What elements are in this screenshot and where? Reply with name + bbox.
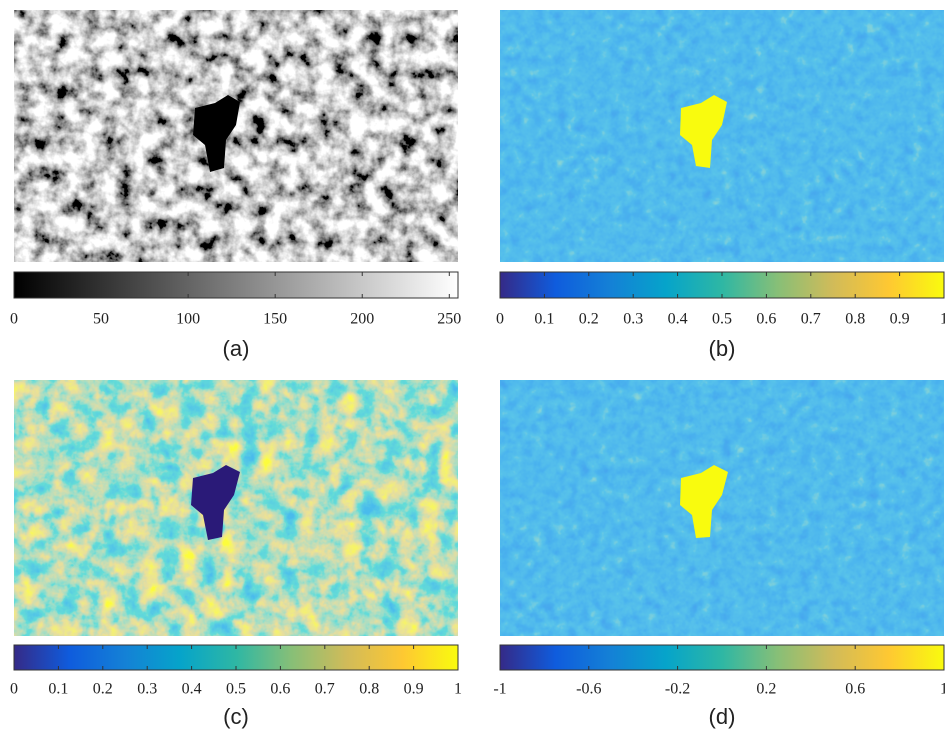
panel-caption: (a) bbox=[223, 336, 250, 361]
colorbar-tick-label: 0.9 bbox=[890, 311, 910, 328]
colorbar-tick-label: 0 bbox=[10, 681, 18, 698]
colorbar-tick-label: 0.2 bbox=[579, 311, 599, 328]
colorbar-tick-label: 0.8 bbox=[359, 681, 379, 698]
colorbar bbox=[500, 645, 944, 670]
colorbar-tick-label: 1 bbox=[940, 681, 945, 698]
colorbar-tick-label: 0.8 bbox=[845, 311, 865, 328]
colorbar-tick-label: 1 bbox=[454, 681, 462, 698]
colorbar-tick-label: 0.3 bbox=[137, 681, 157, 698]
colorbar-tick-label: 1 bbox=[940, 311, 945, 328]
colorbar-tick-label: 50 bbox=[93, 311, 109, 328]
colorbar bbox=[14, 272, 458, 298]
colorbar-tick-label: 250 bbox=[437, 311, 461, 328]
colorbar-tick-label: 0.5 bbox=[712, 311, 732, 328]
colorbar-tick-label: 0 bbox=[496, 311, 504, 328]
colorbar-tick-label: -0.6 bbox=[576, 681, 601, 698]
colorbar-tick-label: 0.7 bbox=[801, 311, 821, 328]
image-b bbox=[500, 10, 944, 262]
image-a bbox=[14, 10, 458, 262]
colorbar-tick-label: 0 bbox=[10, 311, 18, 328]
colorbar-tick-label: 0.2 bbox=[93, 681, 113, 698]
panel-caption: (d) bbox=[709, 704, 736, 729]
colorbar-tick-label: 0.1 bbox=[48, 681, 68, 698]
panel-caption: (b) bbox=[709, 336, 736, 361]
colorbar-tick-label: -0.2 bbox=[665, 681, 690, 698]
colorbar-tick-label: 0.4 bbox=[668, 311, 688, 328]
panel-caption: (c) bbox=[223, 704, 249, 729]
colorbar-tick-label: 100 bbox=[176, 311, 200, 328]
colorbar-tick-label: 0.6 bbox=[270, 681, 290, 698]
colorbar-tick-label: 150 bbox=[263, 311, 287, 328]
colorbar-tick-label: 0.4 bbox=[182, 681, 202, 698]
colorbar-tick-label: 0.6 bbox=[756, 311, 776, 328]
colorbar-tick-label: 0.1 bbox=[534, 311, 554, 328]
colorbar-tick-label: 200 bbox=[350, 311, 374, 328]
colorbar-tick-label: 0.7 bbox=[315, 681, 335, 698]
colorbar-tick-label: 0.9 bbox=[404, 681, 424, 698]
figure: 0 50 100 150 200 250 (a) 0 0.1 0.2 0.3 0.4 0.5 0.6 0.7… bbox=[0, 0, 945, 732]
colorbar-tick-label: 0.3 bbox=[623, 311, 643, 328]
colorbar-tick-label: -1 bbox=[493, 681, 506, 698]
colorbar-tick-label: 0.6 bbox=[845, 681, 865, 698]
colorbar-tick-label: 0.5 bbox=[226, 681, 246, 698]
colorbar-tick-label: 0.2 bbox=[756, 681, 776, 698]
image-d bbox=[500, 380, 944, 636]
image-c bbox=[14, 380, 458, 636]
